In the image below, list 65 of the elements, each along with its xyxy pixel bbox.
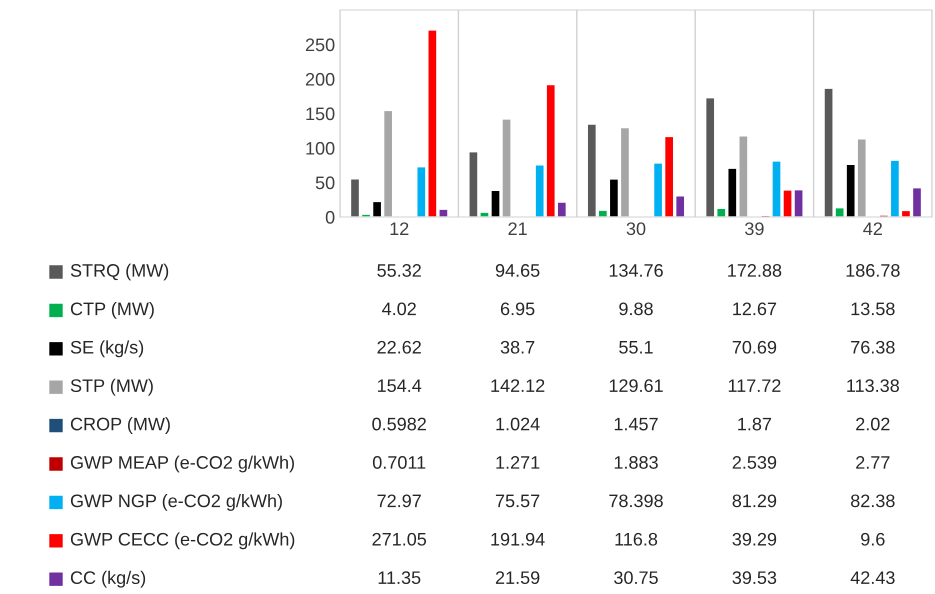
data-label: 11.35: [378, 571, 420, 584]
legend-label: CTP (MW): [70, 302, 154, 319]
data-label: 82.38: [850, 494, 895, 508]
data-label: 39.53: [732, 571, 776, 584]
x-tick-label: 21: [508, 222, 527, 235]
legend-label: STP (MW): [70, 378, 153, 396]
data-label: 271.05: [372, 532, 426, 546]
data-label: 21.59: [496, 571, 540, 584]
data-label: 186.78: [846, 264, 900, 277]
y-tick-label: 250: [306, 38, 334, 52]
x-tick-label: 42: [863, 222, 882, 235]
data-label: 70.69: [732, 340, 776, 354]
y-tick-label: 50: [316, 176, 334, 190]
data-label: 39.29: [732, 532, 776, 546]
data-label: 13.58: [852, 302, 895, 316]
y-tick-label: 100: [306, 142, 334, 155]
data-label: 142.12: [491, 379, 544, 392]
data-label: 0.7011: [372, 456, 426, 469]
data-label: 76.38: [851, 340, 895, 354]
data-label: 116.8: [615, 532, 658, 546]
data-label: 134.76: [610, 264, 663, 277]
data-label: 22.62: [378, 340, 421, 354]
data-label: 4.02: [382, 302, 416, 316]
data-label: 2.539: [732, 456, 776, 469]
data-label: 81.29: [732, 494, 776, 508]
data-label: 2.02: [856, 418, 890, 430]
legend-label: CROP (MW): [70, 417, 170, 434]
data-label: 75.57: [496, 494, 540, 508]
y-tick-label: 200: [306, 72, 334, 86]
legend-label: GWP MEAP (e-CO2 g/kWh): [70, 456, 294, 472]
data-label: 172.88: [728, 264, 782, 277]
data-label: 154.4: [378, 379, 422, 392]
legend-label: GWP NGP (e-CO2 g/kWh): [70, 494, 282, 511]
y-tick-label: 150: [306, 107, 334, 120]
legend-label: CC (kg/s): [70, 570, 146, 588]
data-label: 0.5982: [372, 418, 426, 430]
data-label: 1.87: [738, 418, 772, 430]
data-label: 129.61: [610, 379, 663, 392]
legend-label: GWP CECC (e-CO2 g/kWh): [70, 532, 294, 550]
data-label: 55.1: [619, 341, 653, 354]
data-label: 72.97: [378, 494, 421, 508]
data-label: 1.024: [496, 418, 540, 430]
data-label: 2.77: [856, 456, 890, 469]
x-tick-label: 12: [390, 222, 408, 235]
data-label: 94.65: [496, 264, 540, 277]
data-label: 1.457: [614, 418, 658, 430]
data-label: 1.883: [614, 456, 658, 469]
data-label: 6.95: [500, 302, 534, 316]
data-label: 9.88: [619, 302, 653, 316]
data-label: 1.271: [496, 456, 540, 469]
y-tick-label: 0: [326, 210, 334, 224]
data-label: 113.38: [847, 379, 899, 392]
data-label: 191.94: [491, 532, 545, 546]
data-label: 117.72: [728, 379, 780, 392]
x-tick-label: 30: [626, 222, 646, 236]
data-label: 9.6: [861, 532, 885, 546]
x-tick-label: 39: [745, 222, 764, 236]
data-label: 30.75: [614, 571, 658, 584]
legend-label: STRQ (MW): [70, 264, 168, 280]
data-label: 38.7: [500, 340, 534, 354]
data-label: 42.43: [850, 571, 895, 584]
data-label: 55.32: [377, 264, 421, 277]
legend-label: SE (kg/s): [70, 340, 144, 358]
data-label: 12.67: [733, 302, 776, 316]
data-label: 78.398: [609, 494, 663, 508]
